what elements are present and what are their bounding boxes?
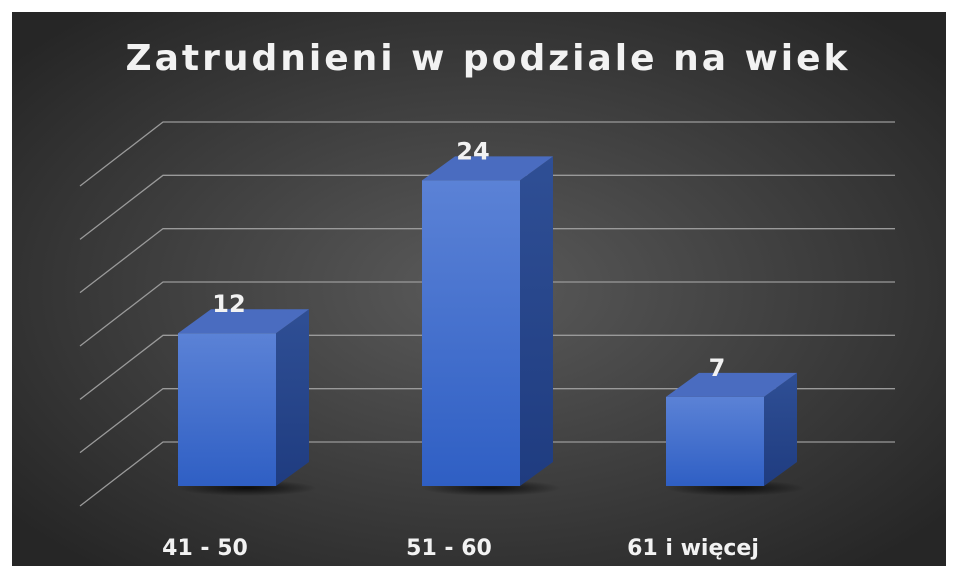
x-tick-label: 41 - 50 <box>162 536 248 561</box>
x-tick-label: 61 i więcej <box>627 536 759 561</box>
chart-title: Zatrudnieni w podziale na wiek <box>126 38 851 79</box>
grid-line <box>79 228 895 294</box>
bar <box>178 309 309 486</box>
grid-line <box>79 334 895 400</box>
data-label: 24 <box>456 137 489 165</box>
grid-line <box>79 388 895 454</box>
bar-front <box>666 396 764 486</box>
data-label: 12 <box>212 290 245 318</box>
x-tick-label: 51 - 60 <box>406 536 492 561</box>
bar-top <box>178 309 309 334</box>
bar-top <box>422 156 553 181</box>
bar <box>422 156 553 486</box>
bar-side <box>764 372 797 486</box>
grid-line <box>79 121 895 187</box>
grid-line <box>79 441 895 507</box>
data-label: 7 <box>709 354 726 382</box>
grid-line <box>79 174 895 240</box>
bar-side <box>520 156 553 486</box>
bar <box>666 372 797 486</box>
grid-line <box>79 281 895 347</box>
bar-front <box>422 180 520 486</box>
bar-front <box>178 333 276 486</box>
bar-top <box>666 372 797 397</box>
bar-side <box>276 309 309 486</box>
